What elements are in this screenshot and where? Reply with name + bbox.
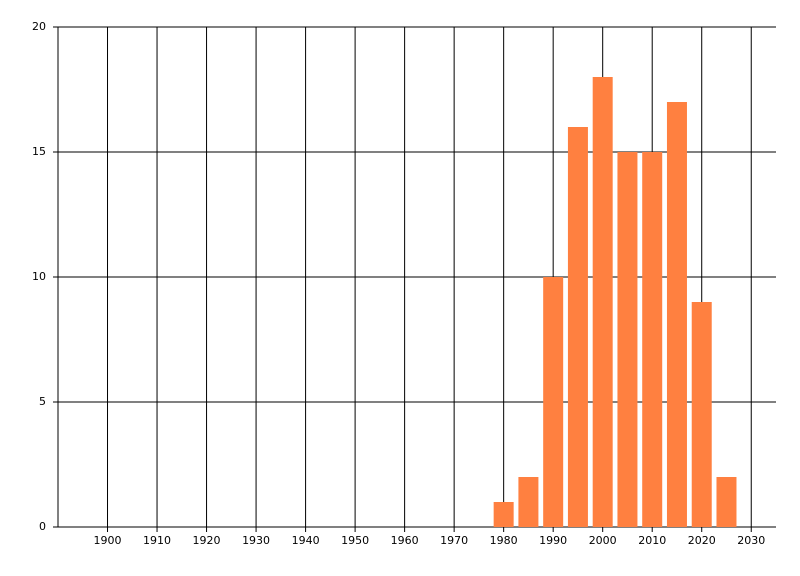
y-tick-label: 20 [32,20,46,33]
bar [617,152,638,527]
x-tick-label: 2020 [688,534,716,547]
bar [518,477,539,527]
x-tick-label: 1920 [193,534,221,547]
x-tick-label: 2000 [589,534,617,547]
y-tick-label: 15 [32,145,46,158]
y-tick-label: 0 [39,520,46,533]
bar [543,277,564,527]
x-tick-label: 1900 [94,534,122,547]
x-tick-label: 1990 [539,534,567,547]
x-tick-label: 1960 [391,534,419,547]
bar [642,152,663,527]
bar [567,127,588,527]
x-tick-label: 2030 [737,534,765,547]
bar [666,102,687,527]
bar [716,477,737,527]
y-tick-label: 5 [39,395,46,408]
x-tick-label: 1950 [341,534,369,547]
bar [691,302,712,527]
x-tick-label: 1970 [440,534,468,547]
bar [592,77,613,527]
x-tick-label: 1930 [242,534,270,547]
bar [493,502,514,527]
x-tick-label: 2010 [638,534,666,547]
y-tick-label: 10 [32,270,46,283]
x-tick-label: 1940 [292,534,320,547]
x-tick-label: 1910 [143,534,171,547]
x-tick-label: 1980 [490,534,518,547]
